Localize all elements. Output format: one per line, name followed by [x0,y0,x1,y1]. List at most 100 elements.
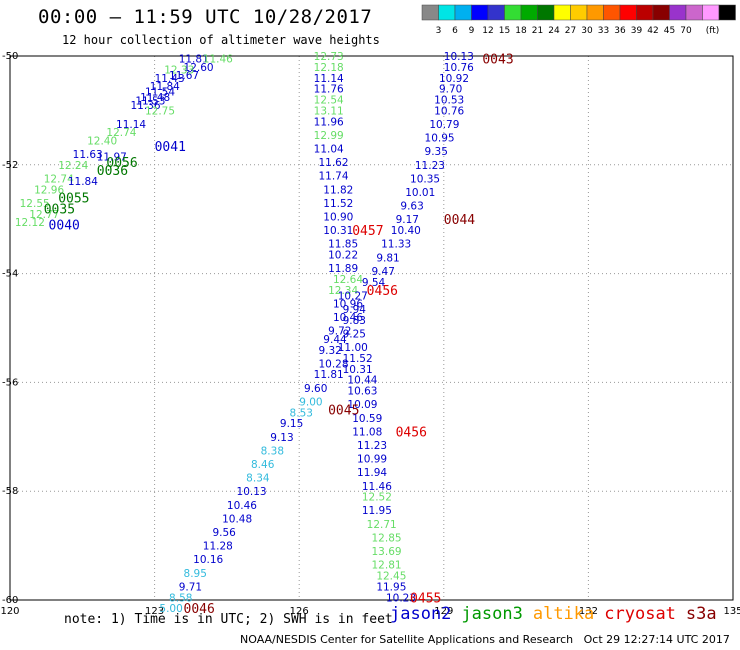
wave-height-point: 12.74 [44,173,74,185]
wave-height-point: 10.59 [352,413,382,425]
wave-height-point: 9.81 [376,252,399,264]
wave-height-point: 9.54 [362,277,386,289]
color-scale-label: 30 [581,26,593,36]
track-time-label: 0456 [367,284,398,299]
y-tick-label: -50 [2,51,18,62]
track-time-label: 0045 [328,404,359,419]
x-tick-label: 135 [723,606,740,617]
track-time-label: 0455 [410,591,441,606]
track-time-label: 0456 [396,425,427,440]
wave-height-point: 12.99 [314,130,344,142]
wave-height-point: 12.96 [34,184,64,196]
wave-height-point: 11.36 [131,100,161,112]
wave-height-point: 13.69 [372,546,402,558]
track-time-label: 0040 [49,219,80,234]
wave-height-point: 9.47 [372,266,395,278]
legend-entry-cryosat: cryosat [604,604,676,624]
color-swatch [718,4,736,21]
wave-height-point: 11.00 [338,342,368,354]
track-time-label: 0055 [58,191,89,206]
wave-height-point: 8.95 [184,568,207,580]
wave-height-point: 11.33 [381,239,411,251]
wave-height-point: 12.33 [164,65,194,77]
color-scale-label: 3 [436,26,442,36]
y-tick-label: -56 [2,377,18,388]
wave-height-point: 9.00 [299,396,322,408]
wave-height-point: 9.17 [396,214,419,226]
y-tick-label: -52 [2,160,18,171]
wave-height-point: 10.40 [391,225,421,237]
track-time-label: 0457 [352,224,383,239]
wave-height-point: 11.62 [318,157,348,169]
wave-height-point: 10.13 [237,486,267,498]
plot-frame [9,55,734,601]
wave-height-point: 13.11 [314,105,344,117]
wave-height-point: 12.12 [15,217,45,229]
wave-height-point: 12.81 [372,560,402,572]
track-time-label: 0056 [106,156,137,171]
color-scale-label: 6 [452,26,458,36]
legend-entry-s3a: s3a [685,604,717,624]
wave-height-point: 11.23 [357,440,387,452]
wave-height-point: 11.53 [135,96,165,108]
legend-entry-altika: altika [532,604,595,624]
wave-height-point: 10.96 [333,299,363,311]
wave-height-point: 12.75 [145,105,175,117]
wave-height-point: 12.54 [314,95,344,107]
wave-height-point: 10.76 [434,105,464,117]
color-scale-label: 27 [565,26,576,36]
wave-height-point: 8.34 [246,473,270,485]
y-tick-label: -58 [2,486,18,497]
wave-height-point: 9.70 [439,84,462,96]
wave-height-point: 12.34 [328,285,358,297]
wave-height-point: 12.55 [20,198,50,210]
track-time-label: 0036 [97,164,128,179]
wave-height-point: 10.95 [425,133,455,145]
wave-height-point: 11.81 [179,54,209,66]
wave-height-point: 10.46 [333,312,363,324]
wave-height-point: 10.48 [222,513,252,525]
wave-height-point: 11.81 [314,369,344,381]
wave-height-point: 12.24 [58,160,88,172]
wave-height-point: 12.64 [333,274,363,286]
wave-height-point: 10.27 [338,290,368,302]
wave-height-point: 12.45 [376,571,406,583]
wave-height-point: 9.15 [280,418,303,430]
wave-height-point: 12.18 [314,62,344,74]
y-tick-label: -54 [2,269,18,280]
wave-height-point: 11.43 [155,73,185,85]
track-time-label: 0041 [155,140,186,155]
legend-entry-jason3: jason3 [461,604,523,624]
wave-height-point: 11.89 [328,263,358,275]
wave-height-point: 11.52 [343,353,373,365]
wave-height-point: 10.31 [323,225,353,237]
color-scale-label: 24 [548,26,560,36]
wave-height-point: 10.01 [405,187,435,199]
wave-height-point: 11.94 [357,467,387,479]
wave-height-point: 9.63 [400,201,423,213]
wave-height-point: 9.13 [270,432,293,444]
wave-height-point: 10.22 [328,250,358,262]
wave-height-point: 9.60 [304,383,327,395]
wave-height-point: 12.40 [87,135,117,147]
color-scale-bar: 3 6 9 12 15 18 21 24 27 30 33 36 39 42 45 70 (ft) [421,4,736,36]
wave-height-point: 10.99 [357,454,387,466]
footer-credit: NOAA/NESDIS Center for Satellite Applica… [240,633,730,646]
wave-height-point: 11.84 [150,81,180,93]
wave-height-point: 11.67 [169,70,199,82]
wave-height-point: 12.52 [362,492,392,504]
wave-height-point: 11.46 [362,481,392,493]
wave-height-point: 8.53 [290,407,313,419]
wave-height-point: 11.76 [314,84,344,96]
legend: jason2 jason3 altika cryosat s3a [390,604,727,624]
wave-height-point: 11.28 [203,541,233,553]
color-scale-label: 36 [614,26,626,36]
y-tick-label: -60 [2,595,18,606]
wave-height-point: 10.76 [444,62,474,74]
wave-height-point: 11.84 [68,176,98,188]
note-text: note: 1) Time is in UTC; 2) SWH is in fe… [64,612,393,627]
x-tick-label: 126 [290,606,309,617]
wave-height-point: 10.09 [347,399,377,411]
wave-height-point: 10.23 [386,592,416,604]
